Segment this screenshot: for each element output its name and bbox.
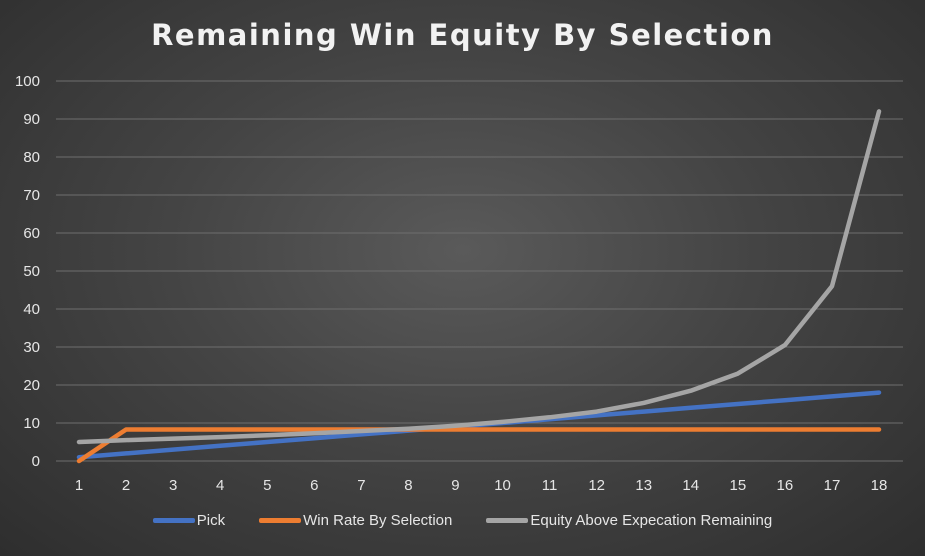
series-line-2	[76, 427, 882, 464]
y-tick-label: 80	[23, 149, 40, 166]
legend-item-1: Pick	[152, 512, 226, 529]
x-tick-label: 3	[169, 477, 177, 494]
y-tick-label: 100	[15, 73, 40, 90]
legend-label: Win Rate By Selection	[303, 512, 453, 529]
x-tick-label: 12	[588, 477, 605, 494]
series-line-3	[76, 109, 882, 445]
legend-item-2: Win Rate By Selection	[259, 512, 452, 529]
x-tick-label: 6	[310, 477, 318, 494]
legend-label: Equity Above Expecation Remaining	[530, 512, 773, 529]
x-tick-label: 16	[777, 477, 794, 494]
legend-swatch	[152, 518, 195, 523]
x-tick-label: 9	[451, 477, 459, 494]
x-tick-label: 18	[871, 477, 888, 494]
x-tick-label: 2	[122, 477, 130, 494]
x-tick-label: 15	[729, 477, 746, 494]
x-tick-label: 10	[494, 477, 511, 494]
y-tick-label: 50	[23, 263, 40, 280]
y-tick-label: 70	[23, 187, 40, 204]
x-tick-label: 11	[542, 477, 558, 494]
x-tick-label: 8	[404, 477, 412, 494]
y-axis: 0 10 20 30 40 50 60 70 80 90 100	[15, 73, 40, 470]
gridlines	[56, 80, 903, 462]
legend: Pick Win Rate By Selection Equity Above Ex…	[0, 512, 925, 529]
y-tick-label: 30	[23, 339, 40, 356]
x-tick-label: 4	[216, 477, 224, 494]
chart-title: Remaining Win Equity By Selection	[151, 18, 774, 52]
x-tick-label: 17	[824, 477, 841, 494]
x-tick-label: 1	[75, 477, 83, 494]
x-axis: 1 2 3 4 5 6 7 8 9 10 11 12 13 14 15 16 17 18	[75, 477, 888, 494]
legend-swatch	[486, 518, 529, 523]
legend-item-3: Equity Above Expecation Remaining	[486, 512, 772, 529]
y-tick-label: 10	[23, 415, 40, 432]
legend-label: Pick	[196, 512, 226, 529]
y-tick-label: 20	[23, 377, 40, 394]
x-tick-label: 13	[635, 477, 652, 494]
y-tick-label: 90	[23, 111, 40, 128]
x-tick-label: 5	[263, 477, 271, 494]
y-tick-label: 0	[32, 453, 40, 470]
y-tick-label: 40	[23, 301, 40, 318]
legend-swatch	[259, 518, 302, 523]
x-tick-label: 7	[357, 477, 365, 494]
x-tick-label: 14	[682, 477, 699, 494]
y-tick-label: 60	[23, 225, 40, 242]
series-lines	[76, 109, 882, 464]
